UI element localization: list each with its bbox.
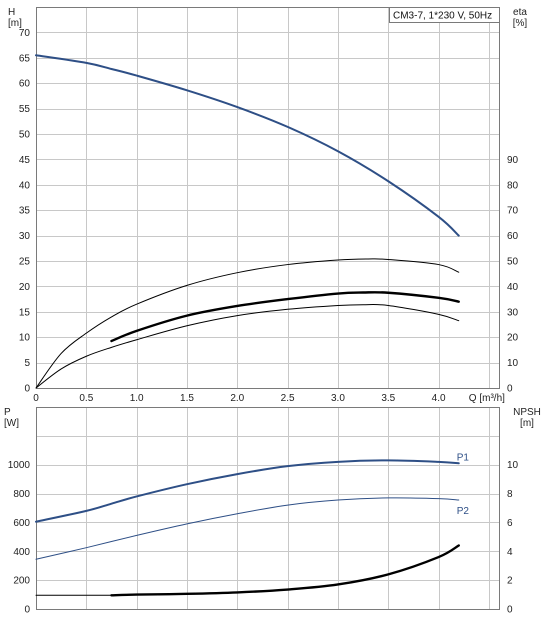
y-right-tick-label: 30 (507, 307, 519, 318)
y-right-axis-label: eta (513, 7, 527, 18)
y-right-axis-label: [m] (520, 418, 534, 429)
y-tick-label: 0 (24, 605, 30, 616)
y-right-tick-label: 0 (507, 605, 513, 616)
y-axis-label: H (8, 7, 15, 18)
plot-frame (36, 7, 500, 389)
y-right-tick-label: 8 (507, 489, 513, 500)
x-tick-label: 0.5 (79, 393, 93, 404)
y-right-axis-label: [%] (513, 18, 528, 29)
y-tick-label: 600 (13, 518, 30, 529)
y-tick-label: 60 (19, 79, 31, 90)
y-right-tick-label: 90 (507, 155, 519, 166)
y-tick-label: 30 (19, 231, 31, 242)
y-tick-label: 10 (19, 333, 31, 344)
plot-frame (36, 407, 500, 610)
y-tick-label: 0 (24, 384, 30, 395)
x-tick-label: 3.5 (381, 393, 395, 404)
x-tick-label: 4.0 (432, 393, 446, 404)
y-right-tick-label: 10 (507, 358, 519, 369)
y-right-axis-label: NPSH (513, 407, 541, 418)
y-axis-label: [m] (8, 18, 22, 29)
y-axis-label: P (4, 407, 11, 418)
series-line (35, 54, 460, 237)
y-tick-label: 1000 (8, 460, 31, 471)
y-tick-label: 35 (19, 206, 31, 217)
panel-1: 0 200 400 600 800 1000 0 2 4 6 8 10 P[W] NPSH[m] P1 P2 (4, 407, 541, 616)
series-line (110, 291, 460, 343)
x-axis-label: Q [m³/h] (469, 393, 505, 404)
y-right-tick-label: 6 (507, 518, 513, 529)
y-tick-label: 50 (19, 130, 31, 141)
panel-0: 0 5 10 15 20 25 30 35 40 45 50 55 60 65 70 0 10 20 30 40 50 6… (8, 7, 527, 404)
y-tick-label: 800 (13, 489, 30, 500)
x-tick-label: 1.0 (130, 393, 144, 404)
series-label: P2 (457, 506, 470, 517)
legend-box (389, 7, 500, 23)
y-right-tick-label: 60 (507, 231, 519, 242)
y-right-tick-label: 2 (507, 576, 513, 587)
series-p1-line (35, 459, 460, 523)
legend: CM3-7, 1*230 V, 50Hz (389, 7, 500, 23)
y-tick-label: 70 (19, 28, 31, 39)
y-tick-label: 25 (19, 257, 31, 268)
x-tick-label: 3.0 (331, 393, 345, 404)
y-right-tick-label: 70 (507, 206, 519, 217)
y-right-tick-label: 10 (507, 460, 519, 471)
series-line (35, 303, 460, 389)
y-tick-label: 45 (19, 155, 31, 166)
y-tick-label: 400 (13, 547, 30, 558)
x-tick-label: 0 (33, 393, 39, 404)
chart-title: CM3-7, 1*230 V, 50Hz (393, 11, 492, 22)
x-tick-label: 2.0 (230, 393, 244, 404)
y-right-tick-label: 40 (507, 282, 519, 293)
y-tick-label: 200 (13, 576, 30, 587)
y-tick-label: 65 (19, 53, 31, 64)
y-right-tick-label: 20 (507, 333, 519, 344)
x-tick-label: 1.5 (180, 393, 194, 404)
y-tick-label: 40 (19, 180, 31, 191)
series-line (110, 544, 460, 597)
y-right-tick-label: 4 (507, 547, 513, 558)
y-right-tick-label: 80 (507, 180, 519, 191)
y-tick-label: 20 (19, 282, 31, 293)
x-tick-label: 2.5 (281, 393, 295, 404)
y-tick-label: 55 (19, 104, 31, 115)
series-label: P1 (457, 452, 470, 463)
series-line (35, 258, 460, 389)
series-p2-line (35, 497, 460, 560)
y-axis-label: [W] (4, 418, 19, 429)
y-tick-label: 5 (24, 358, 30, 369)
y-right-tick-label: 50 (507, 257, 519, 268)
y-right-tick-label: 0 (507, 384, 513, 395)
y-tick-label: 15 (19, 307, 31, 318)
